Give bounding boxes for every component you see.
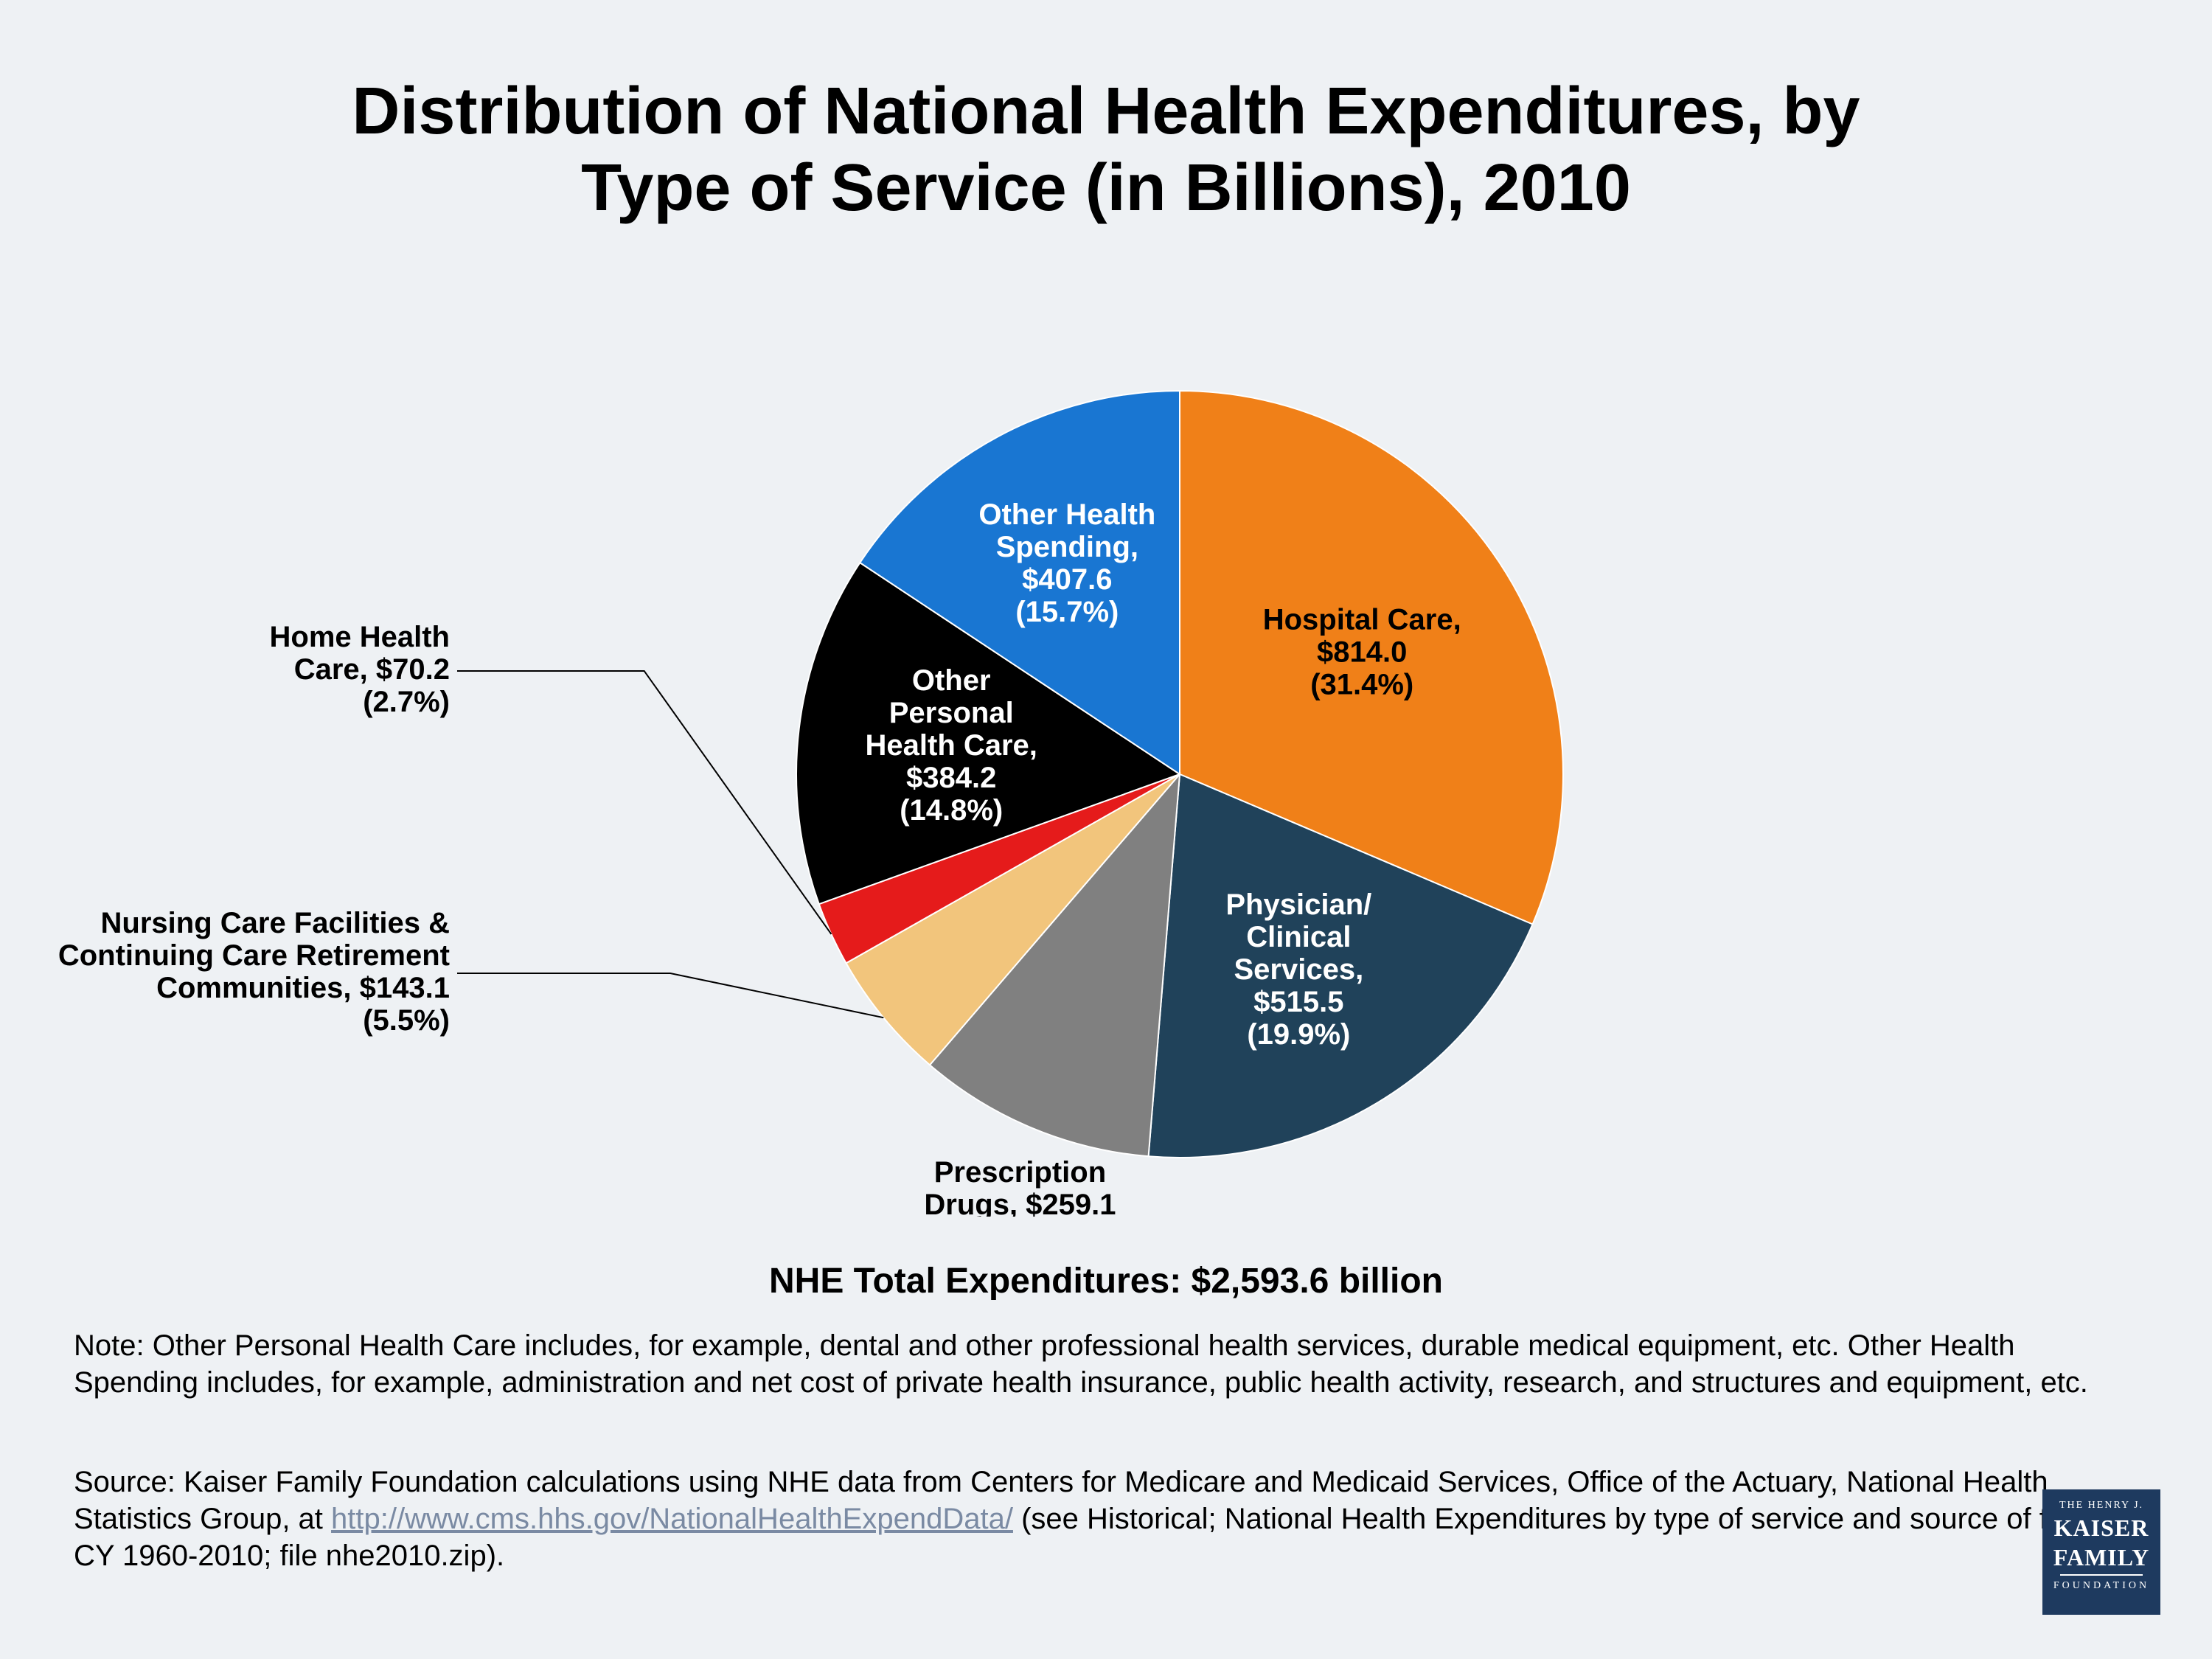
logo-line2: FAMILY [2042, 1545, 2160, 1571]
slice-label-rx: PrescriptionDrugs, $259.1(10.0%) [924, 1156, 1116, 1217]
footnote-note: Note: Other Personal Health Care include… [74, 1327, 2138, 1401]
logo-bottom-text: FOUNDATION [2042, 1580, 2160, 1592]
logo-top-text: THE HENRY J. [2042, 1500, 2160, 1512]
slice-label-physician: Physician/ClinicalServices,$515.5(19.9%) [1225, 888, 1371, 1051]
pie-chart-container: Hospital Care,$814.0(31.4%)Physician/Cli… [0, 332, 2212, 1217]
leader-line-homehealth [457, 671, 831, 934]
logo-divider [2060, 1574, 2143, 1576]
logo-line1: KAISER [2042, 1516, 2160, 1541]
kaiser-family-foundation-logo: THE HENRY J. KAISER FAMILY FOUNDATION [2042, 1489, 2160, 1615]
leader-line-nursing [457, 973, 883, 1018]
footnote-source: Source: Kaiser Family Foundation calcula… [74, 1464, 2138, 1574]
pie-chart: Hospital Care,$814.0(31.4%)Physician/Cli… [0, 332, 2212, 1217]
slice-label-nursing: Nursing Care Facilities &Continuing Care… [58, 907, 450, 1037]
slice-label-homehealth: Home HealthCare, $70.2(2.7%) [270, 621, 451, 718]
source-link[interactable]: http://www.cms.hhs.gov/NationalHealthExp… [331, 1503, 1013, 1535]
total-expenditures-line: NHE Total Expenditures: $2,593.6 billion [0, 1261, 2212, 1301]
slide: Distribution of National Health Expendit… [0, 0, 2212, 1659]
chart-title: Distribution of National Health Expendit… [0, 74, 2212, 226]
